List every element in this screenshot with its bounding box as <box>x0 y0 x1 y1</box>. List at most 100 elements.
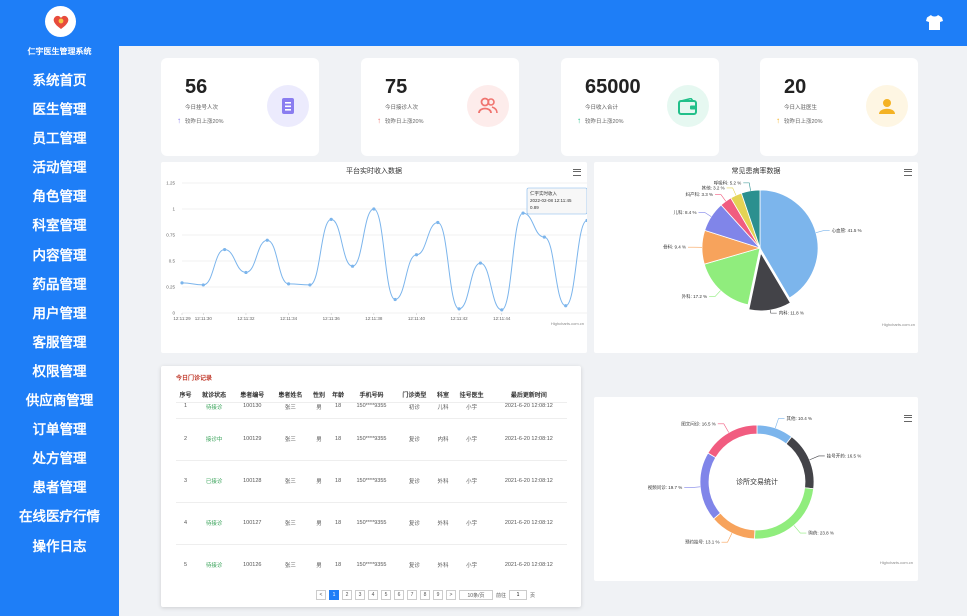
sidebar-item-13[interactable]: 处方管理 <box>32 451 87 467</box>
sidebar-item-6[interactable]: 内容管理 <box>32 247 87 263</box>
sidebar-item-5[interactable]: 科室管理 <box>32 218 87 234</box>
slice-label: 视频问诊: 19.7 % <box>648 484 683 491</box>
table-cell: 外科 <box>433 501 453 544</box>
table-cell: 男 <box>309 401 329 418</box>
income-point[interactable] <box>393 297 397 302</box>
column-header[interactable]: 门诊类型 <box>402 393 427 400</box>
logo[interactable] <box>45 6 76 37</box>
page-button[interactable]: 9 <box>433 590 443 600</box>
pie-slice[interactable] <box>699 452 721 520</box>
pie-slice[interactable] <box>785 436 815 490</box>
status-cell: 待接诊 <box>195 543 234 586</box>
pie-slice[interactable] <box>756 424 793 445</box>
pie-slice[interactable] <box>754 487 815 540</box>
stat-trend-text: 较昨日上涨20% <box>784 118 823 125</box>
income-point[interactable] <box>436 220 440 225</box>
page-button[interactable]: 6 <box>394 590 404 600</box>
column-header[interactable]: 科室 <box>436 393 449 400</box>
chart-menu-button[interactable] <box>904 415 912 422</box>
income-point[interactable] <box>585 218 587 223</box>
column-header[interactable]: 年龄 <box>332 393 345 400</box>
sidebar-item-9[interactable]: 客服管理 <box>32 334 87 350</box>
income-point[interactable] <box>521 211 525 215</box>
column-header[interactable]: 性别 <box>313 393 326 400</box>
pie-slice[interactable] <box>759 189 819 299</box>
prev-page-button[interactable]: < <box>316 590 326 600</box>
page-button[interactable]: 7 <box>407 590 417 600</box>
chart-menu-button[interactable] <box>573 169 581 176</box>
income-point[interactable] <box>201 283 205 287</box>
page-size-select[interactable]: 10条/页 <box>459 590 493 600</box>
column-header[interactable]: 患者姓名 <box>278 393 303 400</box>
column-header[interactable]: 手机号码 <box>359 393 384 400</box>
page-button[interactable]: 2 <box>342 590 352 600</box>
status-cell: 待接诊 <box>195 501 234 544</box>
income-point[interactable] <box>265 238 269 242</box>
income-point[interactable] <box>478 261 483 265</box>
table-cell: 18 <box>328 401 348 418</box>
sidebar-item-4[interactable]: 角色管理 <box>32 189 87 205</box>
chart-credit[interactable]: Highcharts.com.cn <box>879 560 913 565</box>
page-button[interactable]: 4 <box>368 590 378 600</box>
slice-label: 妇产科: 3.3 % <box>686 191 714 198</box>
sidebar-item-11[interactable]: 供应商管理 <box>25 393 94 409</box>
chart-credit[interactable]: Highcharts.com.cn <box>550 321 584 326</box>
table-cell: 1 <box>176 401 196 418</box>
income-point[interactable] <box>244 270 248 275</box>
sidebar-item-8[interactable]: 用户管理 <box>32 305 87 321</box>
stat-label: 今日收入合计 <box>585 105 619 111</box>
table-cell: 5 <box>176 543 196 586</box>
column-header[interactable]: 患者编号 <box>240 393 265 400</box>
tooltip-series-name: 仁宇实时收入 <box>530 190 557 197</box>
page-button[interactable]: 8 <box>420 590 430 600</box>
chart-credit[interactable]: Highcharts.com.cn <box>881 322 915 327</box>
status-cell: 接诊中 <box>195 417 234 460</box>
page-button[interactable]: 3 <box>355 590 365 600</box>
income-point[interactable] <box>414 253 419 257</box>
sidebar-item-0[interactable]: 系统首页 <box>32 73 87 88</box>
income-point[interactable] <box>350 264 355 268</box>
income-point[interactable] <box>457 307 461 311</box>
income-point[interactable] <box>329 217 333 221</box>
sidebar-item-14[interactable]: 患者管理 <box>32 480 87 496</box>
sidebar-item-16[interactable]: 操作日志 <box>32 538 87 554</box>
income-point[interactable] <box>223 247 227 252</box>
slice-connector <box>775 418 785 429</box>
table-cell: 100130 <box>233 401 272 418</box>
pie-slice[interactable] <box>712 512 756 540</box>
column-header[interactable]: 序号 <box>179 393 192 400</box>
table-cell: 男 <box>309 459 329 502</box>
shirt-icon[interactable] <box>926 15 943 30</box>
income-point[interactable] <box>542 235 546 239</box>
sidebar-item-2[interactable]: 员工管理 <box>32 131 87 147</box>
income-point[interactable] <box>308 283 312 287</box>
income-point[interactable] <box>180 281 184 285</box>
page-button[interactable]: 5 <box>381 590 391 600</box>
sidebar-item-7[interactable]: 药品管理 <box>32 276 87 292</box>
chart-menu-button[interactable] <box>904 169 912 176</box>
goto-page-input[interactable] <box>509 590 528 600</box>
table-row[interactable]: 4 待接诊 100127 张三男 18 150****9355 复诊 外科 小宇 2021-6-2… <box>176 501 567 544</box>
sidebar-item-3[interactable]: 活动管理 <box>32 160 87 176</box>
next-page-button[interactable]: > <box>446 590 456 600</box>
page-button[interactable]: 1 <box>329 590 339 600</box>
column-header[interactable]: 最后更新时间 <box>510 393 547 400</box>
arrow-up-icon: ↑ <box>177 116 181 125</box>
table-row[interactable]: 2 接诊中 100129 张三男 18 150****9355 复诊 内科 小宇 2021-6-2… <box>176 417 567 460</box>
sidebar-item-1[interactable]: 医生管理 <box>32 102 87 118</box>
table-row[interactable]: 5 待接诊 100126 张三男 18 150****9355 复诊 外科 小宇 2021-6-2… <box>176 543 567 586</box>
income-point[interactable] <box>372 207 376 211</box>
income-point[interactable] <box>564 304 568 308</box>
sidebar-item-12[interactable]: 订单管理 <box>32 422 87 438</box>
slice-connector <box>726 187 737 196</box>
pie-slice[interactable] <box>748 251 791 312</box>
income-point[interactable] <box>500 308 504 312</box>
sidebar-item-15[interactable]: 在线医疗行情 <box>19 509 100 525</box>
column-header[interactable]: 挂号医生 <box>459 393 484 400</box>
table-row[interactable]: 3 已接诊 100128 张三男 18 150****9355 复诊 外科 小宇 2021-6-2… <box>176 459 567 502</box>
income-point[interactable] <box>286 282 291 286</box>
pie-slice[interactable] <box>707 424 758 459</box>
column-header[interactable]: 就诊状态 <box>202 393 227 400</box>
sidebar-item-10[interactable]: 权限管理 <box>32 363 87 379</box>
table-row[interactable]: 1 待接诊 100130 张三男 18 150****9355 初诊 儿科 小宇 2021-6-2… <box>176 401 567 418</box>
